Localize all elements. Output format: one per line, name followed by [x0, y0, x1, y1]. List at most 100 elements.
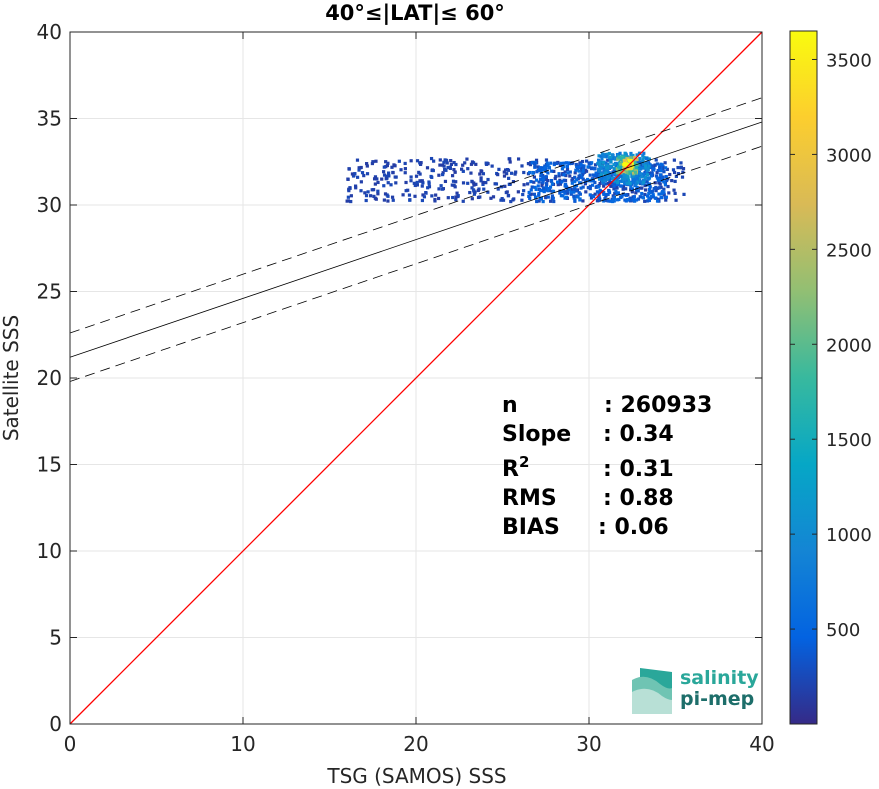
density-cell [572, 196, 576, 200]
density-cell [556, 180, 560, 184]
density-cell [645, 157, 649, 161]
density-cell [564, 173, 568, 178]
density-cell [642, 178, 646, 182]
density-cell [384, 177, 388, 181]
density-cell [478, 172, 482, 176]
colorbar-tick-label: 1000 [826, 525, 872, 546]
density-cell [534, 187, 538, 192]
density-cell [593, 167, 597, 171]
density-cell [370, 161, 374, 166]
density-cell [598, 198, 602, 202]
density-cell [581, 185, 585, 189]
density-cell [563, 182, 568, 186]
density-cell [672, 170, 677, 175]
density-cell [598, 181, 602, 186]
density-cell [551, 189, 556, 193]
density-cell [650, 164, 654, 168]
density-cell [553, 176, 557, 181]
density-cell [611, 199, 615, 204]
density-cell [630, 154, 634, 158]
density-cell [441, 171, 445, 175]
density-cell [528, 170, 532, 175]
density-cell [544, 167, 548, 171]
density-cell [626, 175, 630, 179]
density-cell [417, 170, 421, 174]
density-cell [607, 151, 611, 156]
colorbar-tick-label: 3000 [826, 145, 872, 166]
density-cell [357, 166, 361, 170]
density-cell [418, 179, 422, 183]
density-cell [650, 171, 654, 176]
density-cell [413, 183, 417, 188]
density-cell [401, 193, 405, 197]
stat-label-text: BIAS [502, 515, 560, 540]
density-cell [629, 151, 633, 156]
density-cell [666, 184, 670, 189]
regression-fit-line [69, 121, 763, 358]
density-cell [635, 179, 639, 184]
density-cell [633, 199, 637, 203]
density-cell [568, 170, 572, 174]
density-cell [415, 159, 420, 163]
density-cell [643, 183, 647, 188]
density-cell [637, 163, 641, 167]
density-cell [570, 181, 574, 185]
density-cell [434, 193, 438, 197]
density-cell [647, 164, 651, 168]
density-cell [597, 167, 601, 171]
density-cell [594, 171, 598, 175]
density-cell [636, 168, 640, 172]
density-cell [514, 170, 518, 174]
density-cell [679, 165, 683, 169]
density-cell [652, 167, 656, 171]
density-cell [652, 187, 656, 191]
density-cell [386, 199, 390, 203]
density-cell [569, 192, 573, 196]
density-cell [538, 177, 543, 182]
density-cell [616, 181, 620, 185]
density-cell [651, 189, 655, 193]
density-cell [502, 170, 506, 174]
density-cell [390, 165, 394, 169]
density-cell [589, 196, 594, 200]
density-cell [647, 188, 651, 192]
density-cell [437, 173, 441, 177]
density-cell [534, 178, 539, 182]
density-cell [472, 192, 477, 196]
density-cell [668, 172, 672, 177]
density-cell [647, 176, 652, 180]
y-axis-ticks: 0 5 10 15 20 25 30 35 40 [37, 20, 762, 736]
density-cell [537, 168, 541, 172]
density-cell [604, 171, 608, 175]
density-cell [615, 166, 619, 171]
density-cell [656, 186, 660, 190]
density-cell [481, 182, 485, 186]
density-cell [412, 181, 416, 185]
density-cell [625, 170, 629, 174]
density-cell [662, 180, 666, 184]
density-cell [566, 171, 570, 175]
stat-value: : 260933 [604, 393, 712, 418]
density-cell [389, 183, 393, 187]
density-cell [612, 195, 616, 199]
density-cell [541, 178, 545, 182]
density-cell [593, 192, 597, 196]
density-cell [365, 164, 369, 168]
density-cell [614, 163, 618, 168]
density-cell [630, 187, 635, 191]
logo-line-salinity: salinity [680, 667, 759, 689]
density-cell [564, 161, 568, 165]
density-cell [593, 180, 597, 185]
density-cell [586, 186, 590, 190]
density-cell [672, 188, 676, 192]
density-cell [420, 184, 424, 188]
density-cell [622, 177, 627, 181]
density-cell [443, 179, 448, 184]
density-cell [597, 191, 602, 195]
density-cell [450, 174, 455, 178]
density-cell [642, 151, 646, 155]
density-cell [602, 169, 606, 173]
density-cell [453, 170, 457, 174]
density-cell [549, 178, 554, 183]
density-cell [581, 168, 585, 172]
